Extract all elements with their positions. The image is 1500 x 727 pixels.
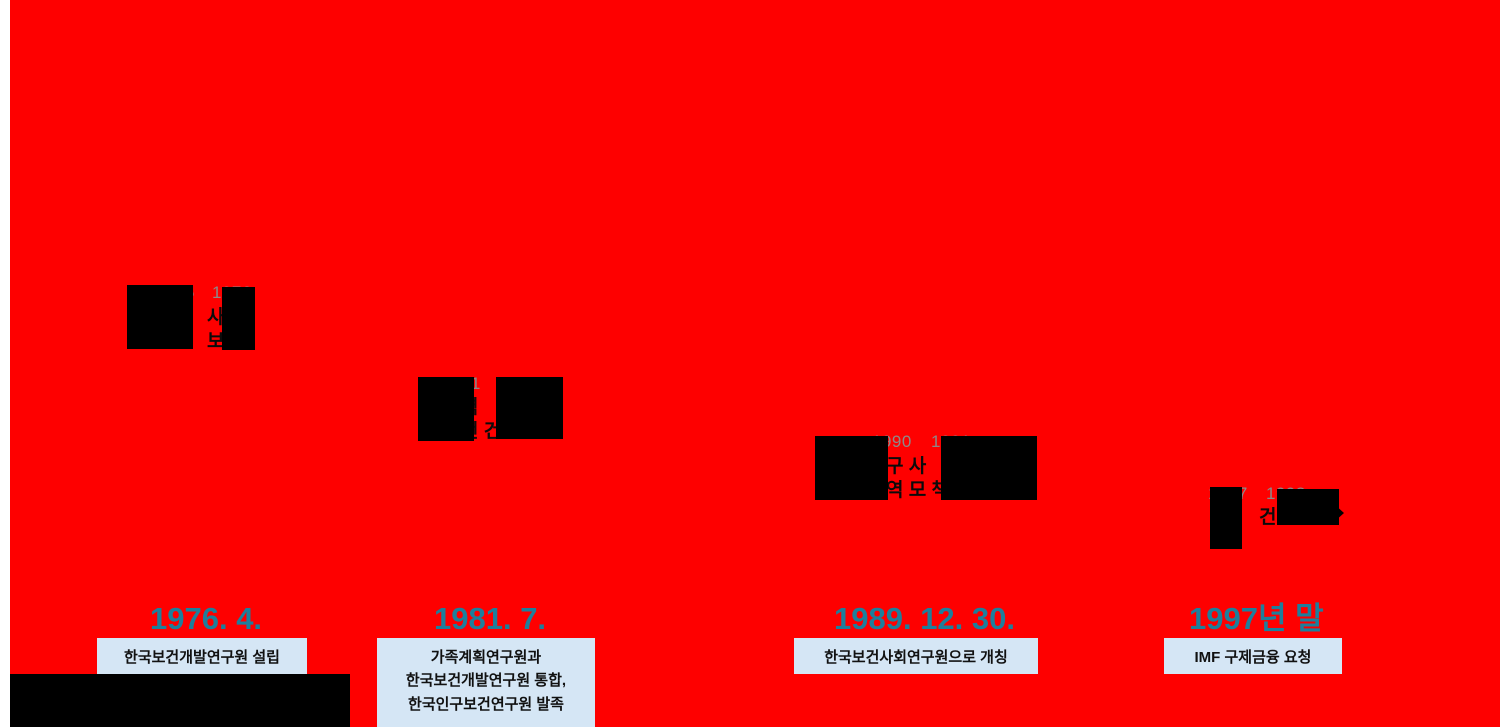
occluder-block-2a (418, 377, 474, 441)
milestone-date-1989: 1989. 12. 30. (834, 601, 1015, 636)
occluder-block-3a (815, 436, 888, 500)
occluder-block-2b (496, 377, 563, 439)
occluder-block-3b (941, 436, 1037, 500)
milestone-date-1981: 1981. 7. (434, 601, 547, 636)
milestone-date-1997: 1997년 말 (1189, 601, 1324, 636)
milestone-callout-1981: 가족계획연구원과 한국보건개발연구원 통합, 한국인구보건연구원 발족 (377, 638, 595, 727)
occluder-bottom-bar (10, 674, 350, 727)
red-background-canvas (10, 0, 1500, 727)
milestone-date-1976: 1976. 4. (150, 601, 263, 636)
occluder-block-1b (222, 287, 255, 350)
tick-label-1990-line2: 역 모 책 (886, 480, 949, 501)
milestone-callout-1997: IMF 구제금융 요청 (1164, 638, 1342, 674)
occluder-block-4a (1210, 487, 1242, 549)
tick-label-1998-line1: 건 (1259, 507, 1277, 528)
occluder-block-1a (127, 285, 193, 349)
milestone-callout-1976: 한국보건개발연구원 설립 (97, 638, 307, 674)
milestone-callout-1989: 한국보건사회연구원으로 개칭 (794, 638, 1038, 674)
tick-label-1990-line1: 구 사 (886, 456, 927, 477)
arrow-marker-icon (1320, 504, 1344, 522)
